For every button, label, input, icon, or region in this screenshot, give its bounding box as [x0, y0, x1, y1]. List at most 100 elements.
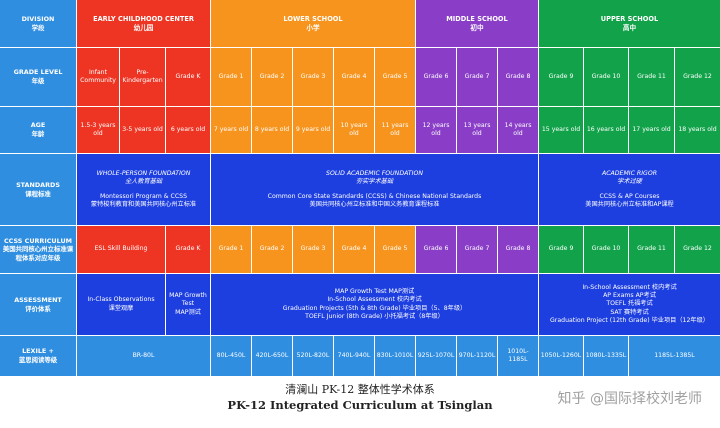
- division-label-zh: 高中: [622, 23, 637, 32]
- grade-cell: Grade 9: [539, 48, 583, 106]
- standards-title-zh: 夯实学术基础: [355, 178, 394, 186]
- row-header-label-zh: 课程标准: [25, 189, 51, 198]
- row-header-label: ASSESSMENT: [14, 295, 62, 304]
- row-header-label: CCSS CURRICULUM: [3, 236, 72, 245]
- ccss-cell: Grade 4: [334, 226, 374, 273]
- lexile-cell: 740L-940L: [334, 336, 374, 376]
- standards-line-zh: 美国共同核心州立标准和中国义务教育课程标准: [309, 200, 440, 208]
- row-header-lexile: LEXILE + 蓝思阅读等级: [0, 336, 76, 376]
- row-header-label-zh: 年级: [31, 77, 45, 85]
- caption-en: PK-12 Integrated Curriculum at Tsinglan: [227, 398, 493, 412]
- watermark: 知乎 @国际择校刘老师: [557, 391, 702, 407]
- ccss-cell: Grade 6: [416, 226, 456, 273]
- age-cell: 18 years old: [675, 107, 720, 153]
- row-header-label-zh: 美国共同核心州立标准课程体系对应年级: [2, 245, 74, 262]
- standards-line-zh: 美国共同核心州立标准和AP课程: [585, 200, 674, 208]
- age-cell: 3-5 years old: [120, 107, 165, 153]
- assessment-line: TOEFL Junior (8th Grade) 小托福考试（8年级）: [305, 312, 444, 320]
- row-header-grade-level: GRADE LEVEL 年级: [0, 48, 76, 106]
- lexile-cell: 1185L-1385L: [629, 336, 720, 376]
- assessment-lower-middle: MAP Growth Test MAP测试 In-School Assessme…: [211, 274, 538, 335]
- age-cell: 7 years old: [211, 107, 251, 153]
- standards-whole-person: WHOLE-PERSON FOUNDATION 全人教育基础 Montessor…: [77, 154, 210, 225]
- caption-zh: 清澜山 PK-12 整体性学术体系: [285, 383, 435, 396]
- row-header-assessment: ASSESSMENT 评价体系: [0, 274, 76, 335]
- grade-cell: Infant Community: [77, 48, 119, 106]
- grade-cell: Grade 12: [675, 48, 720, 106]
- age-cell: 10 years old: [334, 107, 374, 153]
- age-cell: 12 years old: [416, 107, 456, 153]
- standards-title-zh: 学术过硬: [617, 178, 642, 186]
- assessment-line: SAT 赛特考试: [610, 308, 649, 316]
- assessment-line: In-Class Observations: [87, 296, 155, 304]
- division-label-zh: 幼儿园: [133, 23, 154, 32]
- assessment-line: AP Exams AP考试: [603, 291, 656, 299]
- age-cell: 17 years old: [629, 107, 674, 153]
- lexile-cell: 1050L-1260L: [539, 336, 583, 376]
- row-header-label-zh: 学段: [31, 23, 45, 32]
- age-cell: 16 years old: [584, 107, 628, 153]
- assessment-line: In-School Assessment 校内考试: [327, 296, 422, 304]
- row-header-label: LEXILE +: [22, 347, 54, 356]
- standards-line-zh: 蒙特梭利教育和美国共同核心州立标准: [90, 200, 197, 208]
- lexile-cell: 970L-1120L: [457, 336, 497, 376]
- ccss-cell: Grade K: [166, 226, 210, 273]
- division-label: EARLY CHILDHOOD CENTER: [93, 14, 194, 23]
- grade-cell: Grade 3: [293, 48, 333, 106]
- standards-line: CCSS & AP Courses: [599, 192, 660, 200]
- grade-cell: Grade 1: [211, 48, 251, 106]
- lexile-cell: 520L-820L: [293, 336, 333, 376]
- age-cell: 6 years old: [166, 107, 210, 153]
- grade-cell: Grade K: [166, 48, 210, 106]
- assessment-early: In-Class Observations 课堂观摩: [77, 274, 165, 335]
- assessment-line: TOEFL 托福考试: [606, 300, 653, 308]
- ccss-cell: ESL Skill Building: [77, 226, 165, 273]
- lexile-cell: 80L-450L: [211, 336, 251, 376]
- standards-title-zh: 全人教育基础: [124, 178, 163, 186]
- standards-title: SOLID ACADEMIC FOUNDATION: [326, 169, 423, 177]
- row-header-label-zh: 蓝思阅读等级: [18, 356, 58, 364]
- standards-academic-rigor: ACADEMIC RIGOR 学术过硬 CCSS & AP Courses 美国…: [539, 154, 720, 225]
- standards-line: Montessori Program & CCSS: [99, 192, 188, 200]
- lexile-cell: 420L-650L: [252, 336, 292, 376]
- grade-cell: Grade 8: [498, 48, 538, 106]
- standards-solid-academic: SOLID ACADEMIC FOUNDATION 夯实学术基础 Common …: [211, 154, 538, 225]
- ccss-cell: Grade 1: [211, 226, 251, 273]
- assessment-line: MAP Growth: [169, 291, 207, 299]
- standards-title: ACADEMIC RIGOR: [602, 169, 657, 177]
- division-label: MIDDLE SCHOOL: [446, 14, 508, 23]
- division-lower-school: LOWER SCHOOL 小学: [211, 0, 415, 47]
- division-upper-school: UPPER SCHOOL 高中: [539, 0, 720, 47]
- lexile-cell: 1080L-1335L: [584, 336, 628, 376]
- standards-line: Common Core State Standards (CCSS) & Chi…: [267, 192, 482, 200]
- division-early-childhood: EARLY CHILDHOOD CENTER 幼儿园: [77, 0, 210, 47]
- age-cell: 9 years old: [293, 107, 333, 153]
- lexile-cell: 830L-1010L: [375, 336, 415, 376]
- lexile-cell: 925L-1070L: [416, 336, 456, 376]
- ccss-cell: Grade 12: [675, 226, 720, 273]
- assessment-line: MAP Growth Test MAP测试: [334, 287, 415, 295]
- row-header-ccss: CCSS CURRICULUM 美国共同核心州立标准课程体系对应年级: [0, 226, 76, 273]
- grade-cell: Pre-Kindergarten: [120, 48, 165, 106]
- row-header-label: DIVISION: [21, 14, 55, 23]
- grade-cell: Grade 10: [584, 48, 628, 106]
- ccss-cell: Grade 8: [498, 226, 538, 273]
- age-cell: 11 years old: [375, 107, 415, 153]
- lexile-cell: 1010L-1185L: [498, 336, 538, 376]
- assessment-line: 课堂观摩: [108, 304, 134, 312]
- ccss-cell: Grade 7: [457, 226, 497, 273]
- age-cell: 8 years old: [252, 107, 292, 153]
- division-label: UPPER SCHOOL: [600, 14, 659, 23]
- assessment-line: Test: [181, 300, 195, 308]
- standards-title: WHOLE-PERSON FOUNDATION: [96, 169, 191, 177]
- ccss-cell: Grade 11: [629, 226, 674, 273]
- row-header-label-zh: 评价体系: [25, 304, 51, 313]
- grade-cell: Grade 4: [334, 48, 374, 106]
- age-cell: 14 years old: [498, 107, 538, 153]
- grade-cell: Grade 11: [629, 48, 674, 106]
- division-middle-school: MIDDLE SCHOOL 初中: [416, 0, 538, 47]
- ccss-cell: Grade 10: [584, 226, 628, 273]
- grade-cell: Grade 6: [416, 48, 456, 106]
- assessment-line: Graduation Projects (5th & 8th Grade) 毕业…: [282, 304, 467, 312]
- division-label: LOWER SCHOOL: [283, 14, 343, 23]
